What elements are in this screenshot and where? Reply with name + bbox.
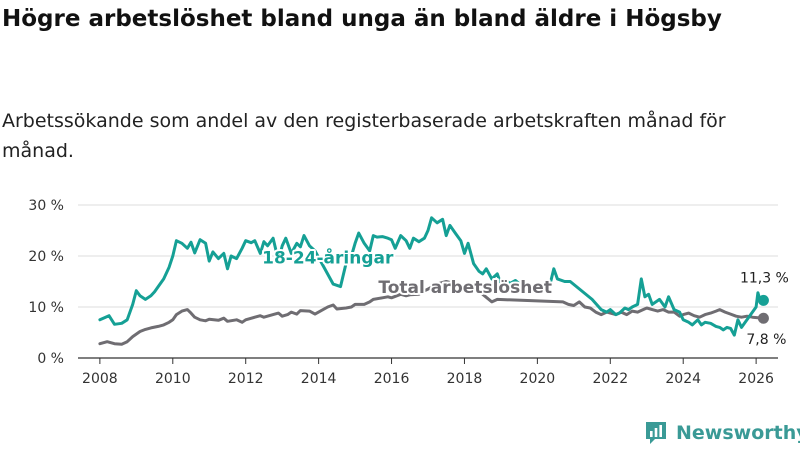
series-line-youth — [98, 216, 765, 337]
newsworthy-logo-icon — [646, 422, 666, 444]
x-tick-label: 2010 — [155, 371, 191, 387]
chart-subtitle: Arbetssökande som andel av den registerb… — [2, 110, 726, 162]
y-tick-label: 10 % — [28, 300, 64, 316]
end-point-total — [757, 312, 769, 324]
y-axis-ticks: 0 % 10 % 20 % 30 % — [28, 198, 64, 367]
series-name-label: Total arbetslöshet — [378, 278, 552, 298]
y-tick-label: 30 % — [28, 198, 64, 214]
series-lines — [98, 216, 769, 346]
end-value-label-youth: 11,3 % — [740, 270, 789, 286]
series-line-total — [98, 280, 765, 346]
end-value-label-total: 7,8 % — [746, 332, 786, 348]
x-tick-label: 2020 — [520, 371, 556, 387]
series-name-halo: 18-24-åringar — [262, 247, 394, 269]
chart-title: Högre arbetslöshet bland unga än bland ä… — [2, 6, 722, 32]
series-name-halo: Total arbetslöshet — [378, 278, 552, 298]
x-tick-label: 2016 — [374, 371, 410, 387]
series-labels: 11,3 %7,8 %18-24-åringar18-24-åringarTot… — [260, 245, 789, 349]
y-tick-label: 0 % — [37, 351, 64, 367]
x-tick-label: 2024 — [665, 371, 701, 387]
series-name-label: 18-24-åringar — [262, 247, 394, 269]
y-tick-label: 20 % — [28, 249, 64, 265]
x-axis: 2008 2010 2012 2014 2016 2018 2020 2022 2024 2026 — [78, 357, 778, 387]
x-tick-label: 2018 — [447, 371, 483, 387]
x-tick-label: 2022 — [592, 371, 628, 387]
x-tick-label: 2008 — [82, 371, 118, 387]
brand-logo[interactable]: Newsworthy — [644, 418, 800, 448]
x-tick-label: 2026 — [738, 371, 774, 387]
brand-name: Newsworthy — [676, 422, 800, 444]
x-tick-label: 2012 — [228, 371, 264, 387]
x-tick-label: 2014 — [301, 371, 337, 387]
end-point-youth — [757, 294, 769, 306]
